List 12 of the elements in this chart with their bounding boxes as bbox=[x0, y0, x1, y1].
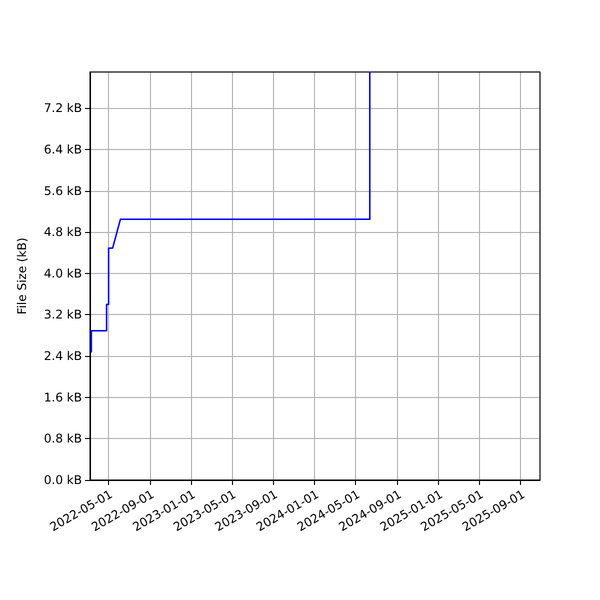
y-tick-label: 0.8 kB bbox=[44, 432, 82, 446]
y-tick-label: 4.0 kB bbox=[44, 266, 82, 280]
y-tick-label: 1.6 kB bbox=[44, 390, 82, 404]
y-axis-title: File Size (kB) bbox=[15, 238, 29, 314]
y-tick-label: 7.2 kB bbox=[44, 101, 82, 116]
y-tick-label: 6.4 kB bbox=[44, 142, 82, 156]
y-tick-label: 2.4 kB bbox=[44, 349, 82, 364]
y-tick-label: 5.6 kB bbox=[44, 184, 82, 198]
y-tick-label: 0.0 kB bbox=[44, 473, 82, 487]
line-series bbox=[90, 71, 371, 353]
y-tick-label: 4.8 kB bbox=[44, 225, 82, 240]
y-tick-label: 3.2 kB bbox=[44, 308, 82, 322]
